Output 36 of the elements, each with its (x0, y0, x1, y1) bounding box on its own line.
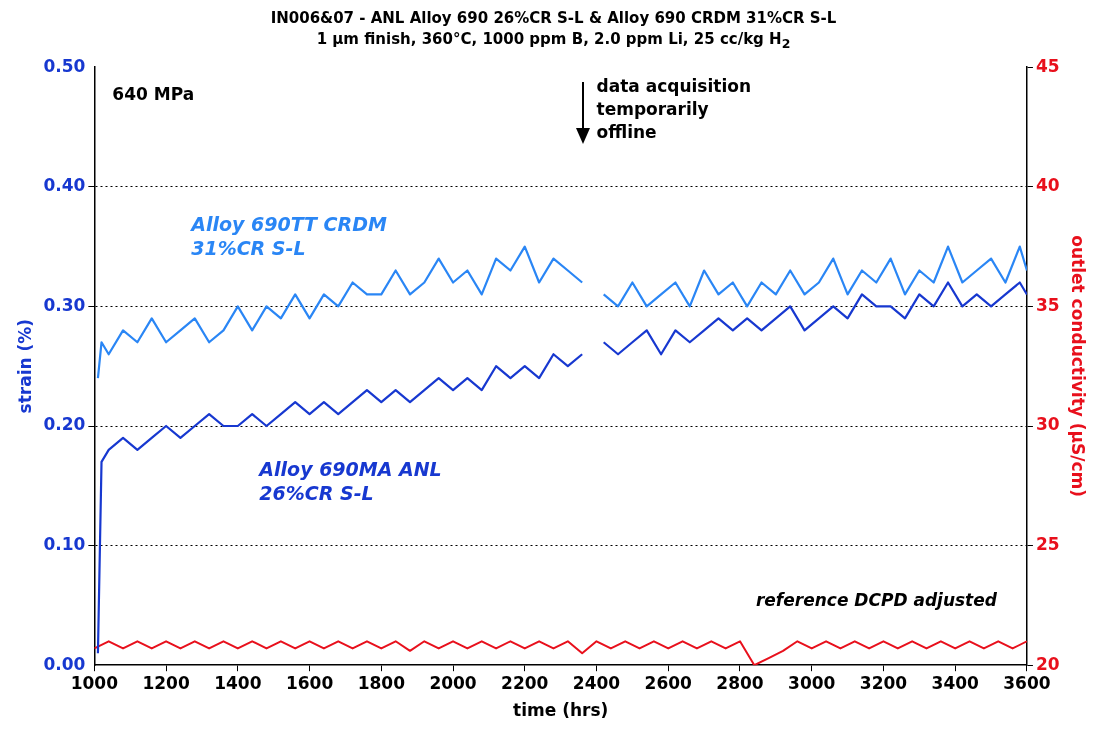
x-tick-label: 2400 (572, 672, 621, 693)
annotation: 640 MPa (112, 84, 195, 105)
series-label: Alloy 690MA ANL 26%CR S-L (257, 458, 442, 505)
x-tick-label: 3200 (859, 672, 908, 693)
y2-tick-label: 25 (1035, 534, 1060, 555)
y2-axis-title: outlet conductivity (µS/cm) (1068, 235, 1089, 498)
x-tick-label: 2600 (644, 672, 693, 693)
annotation: reference DCPD adjusted (755, 590, 998, 611)
x-tick-label: 2000 (429, 672, 477, 693)
x-tick-label: 1600 (285, 672, 334, 693)
chart-subtitle: 1 µm finish, 360°C, 1000 ppm B, 2.0 ppm Li, 25 cc/kg H$_{2}$ (315, 29, 792, 53)
x-tick-label: 3000 (788, 672, 836, 693)
x-tick-label: 1800 (357, 672, 406, 693)
x-tick-label: 1000 (70, 672, 119, 693)
y2-tick-label: 35 (1035, 294, 1060, 315)
chart-title: IN006&07 - ANL Alloy 690 26%CR S-L & Alloy 690 CRDM 31%CR S-L (269, 8, 838, 29)
y-axis-title: strain (%) (14, 318, 35, 414)
x-tick-label: 3400 (931, 672, 980, 693)
x-tick-label: 1200 (142, 672, 190, 693)
y-tick-label: 0.40 (43, 175, 86, 196)
y-tick-label: 0.20 (43, 414, 86, 435)
y-tick-label: 0.10 (43, 534, 86, 555)
y2-tick-label: 45 (1035, 55, 1060, 76)
annotation: data acquisition temporarily offline (596, 76, 752, 143)
y-tick-label: 0.30 (43, 294, 86, 315)
y-tick-label: 0.50 (43, 55, 86, 76)
x-tick-label: 1400 (214, 672, 262, 693)
x-tick-label: 2200 (501, 672, 549, 693)
x-tick-label: 2800 (716, 672, 764, 693)
y-tick-label: 0.00 (43, 653, 86, 674)
x-tick-label: 3600 (1003, 672, 1051, 693)
series-label: Alloy 690TT CRDM 31%CR S-L (189, 213, 387, 260)
y2-tick-label: 40 (1035, 175, 1060, 196)
x-axis-title: time (hrs) (513, 700, 609, 721)
y2-tick-label: 20 (1035, 653, 1060, 674)
y2-tick-label: 30 (1035, 414, 1060, 435)
